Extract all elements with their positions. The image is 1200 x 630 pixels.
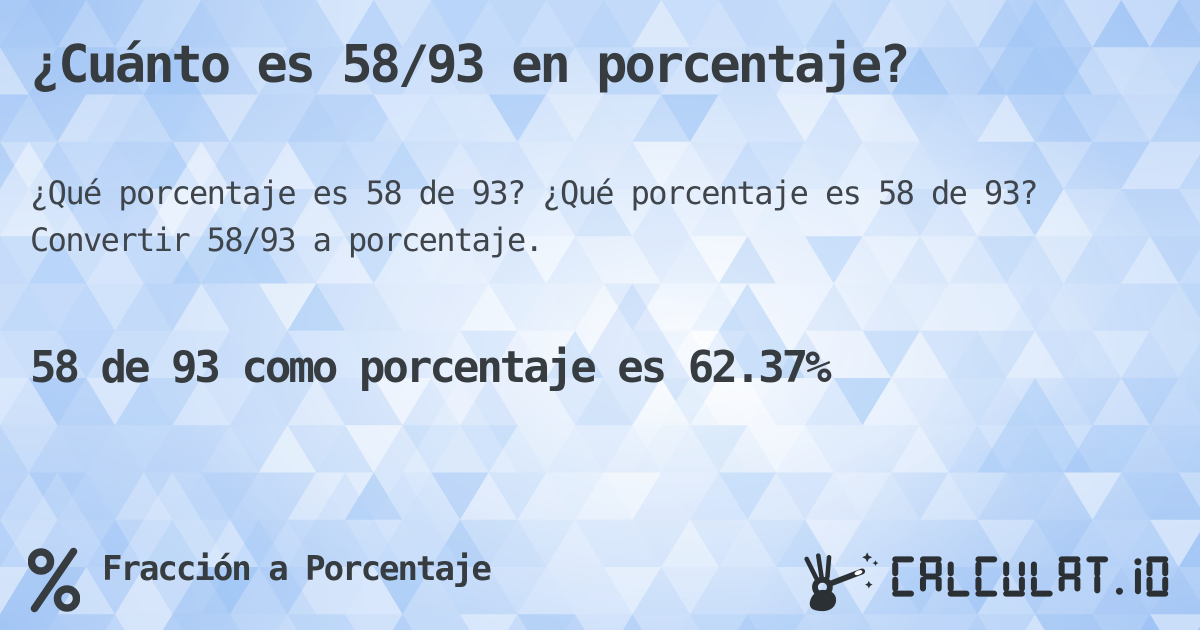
calculatio-logo [799, 549, 1174, 612]
category-label: Fracción a Porcentaje [102, 549, 492, 589]
page-description: ¿Qué porcentaje es 58 de 93? ¿Qué porcen… [30, 174, 1039, 259]
magic-wand-hand-icon [804, 552, 879, 612]
percent-icon [28, 547, 80, 613]
result-statement: 58 de 93 como porcentaje es 62.37% [30, 342, 832, 393]
page-title: ¿Cuánto es 58/93 en porcentaje? [30, 35, 911, 95]
logo-wordmark [892, 556, 1169, 597]
